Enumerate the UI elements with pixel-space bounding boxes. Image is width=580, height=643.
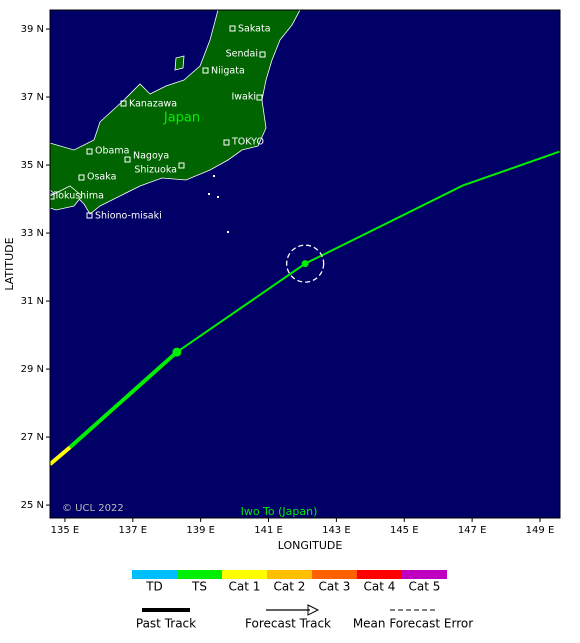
track-legend-label: Forecast Track <box>245 617 331 631</box>
intensity-swatch <box>132 570 177 579</box>
city-label: Niigata <box>211 66 245 77</box>
cities: Sakata Sendai Niigata Iwaki Kanazawa TOK… <box>48 24 271 222</box>
intensity-swatch <box>312 570 357 579</box>
city-label: Shiono-misaki <box>95 211 162 222</box>
x-tick-label: 147 E <box>458 525 487 536</box>
city-label: Kanazawa <box>129 99 177 110</box>
intensity-label: Cat 5 <box>409 580 441 594</box>
city-label: Tokushima <box>53 191 104 202</box>
x-tick-label: 145 E <box>390 525 419 536</box>
y-tick-label: 39 N <box>21 24 44 35</box>
intensity-swatch <box>402 570 447 579</box>
y-tick-label: 31 N <box>21 296 44 307</box>
track-legend <box>142 604 438 616</box>
city-label: Sakata <box>238 24 271 35</box>
x-tick-label: 141 E <box>254 525 283 536</box>
intensity-label: TS <box>191 580 207 594</box>
city-label: Nagoya <box>133 151 169 162</box>
y-tick-label: 35 N <box>21 160 44 171</box>
country-label: Japan <box>163 111 200 126</box>
intensity-label: Cat 2 <box>274 580 306 594</box>
past-track <box>48 445 72 466</box>
plot-frame <box>49 9 561 519</box>
forecast-arrow <box>307 604 320 616</box>
intensity-swatch <box>222 570 267 579</box>
islands <box>208 175 229 233</box>
y-axis-label: LATITUDE <box>3 237 16 290</box>
copyright: © UCL 2022 <box>62 503 124 514</box>
x-tick-label: 143 E <box>322 525 351 536</box>
position-dot <box>301 260 309 268</box>
intensity-label: Cat 3 <box>319 580 351 594</box>
land <box>49 9 301 215</box>
intensity-swatch <box>177 570 222 579</box>
city-label: Obama <box>95 146 129 157</box>
track-legend-label: Past Track <box>136 617 196 631</box>
intensity-swatch <box>267 570 312 579</box>
intensity-label: Cat 1 <box>229 580 261 594</box>
position-dot <box>172 347 182 357</box>
y-tick-label: 29 N <box>21 364 44 375</box>
x-axis-label: LONGITUDE <box>278 539 343 552</box>
city-label: TOKYO <box>231 137 264 148</box>
y-tick-label: 33 N <box>21 228 44 239</box>
forecast-error-circle <box>286 244 325 283</box>
city-label: Sendai <box>226 49 258 60</box>
y-tick-label: 37 N <box>21 92 44 103</box>
x-tick-label: 137 E <box>118 525 147 536</box>
city-label: Shizuoka <box>134 165 177 176</box>
y-tick-label: 25 N <box>21 500 44 511</box>
location-label: Iwo To (Japan) <box>241 505 318 518</box>
x-tick-label: 149 E <box>526 525 555 536</box>
city-label: Osaka <box>87 172 116 183</box>
intensity-label: TD <box>145 580 163 594</box>
intensity-label: Cat 4 <box>364 580 396 594</box>
past-track <box>68 350 179 449</box>
city-label: Iwaki <box>231 92 256 103</box>
x-tick-label: 139 E <box>186 525 215 536</box>
track-legend-label: Mean Forecast Error <box>353 617 473 631</box>
y-tick-label: 27 N <box>21 432 44 443</box>
forecast-track <box>176 150 561 353</box>
intensity-swatch <box>357 570 402 579</box>
x-tick-label: 135 E <box>51 525 80 536</box>
